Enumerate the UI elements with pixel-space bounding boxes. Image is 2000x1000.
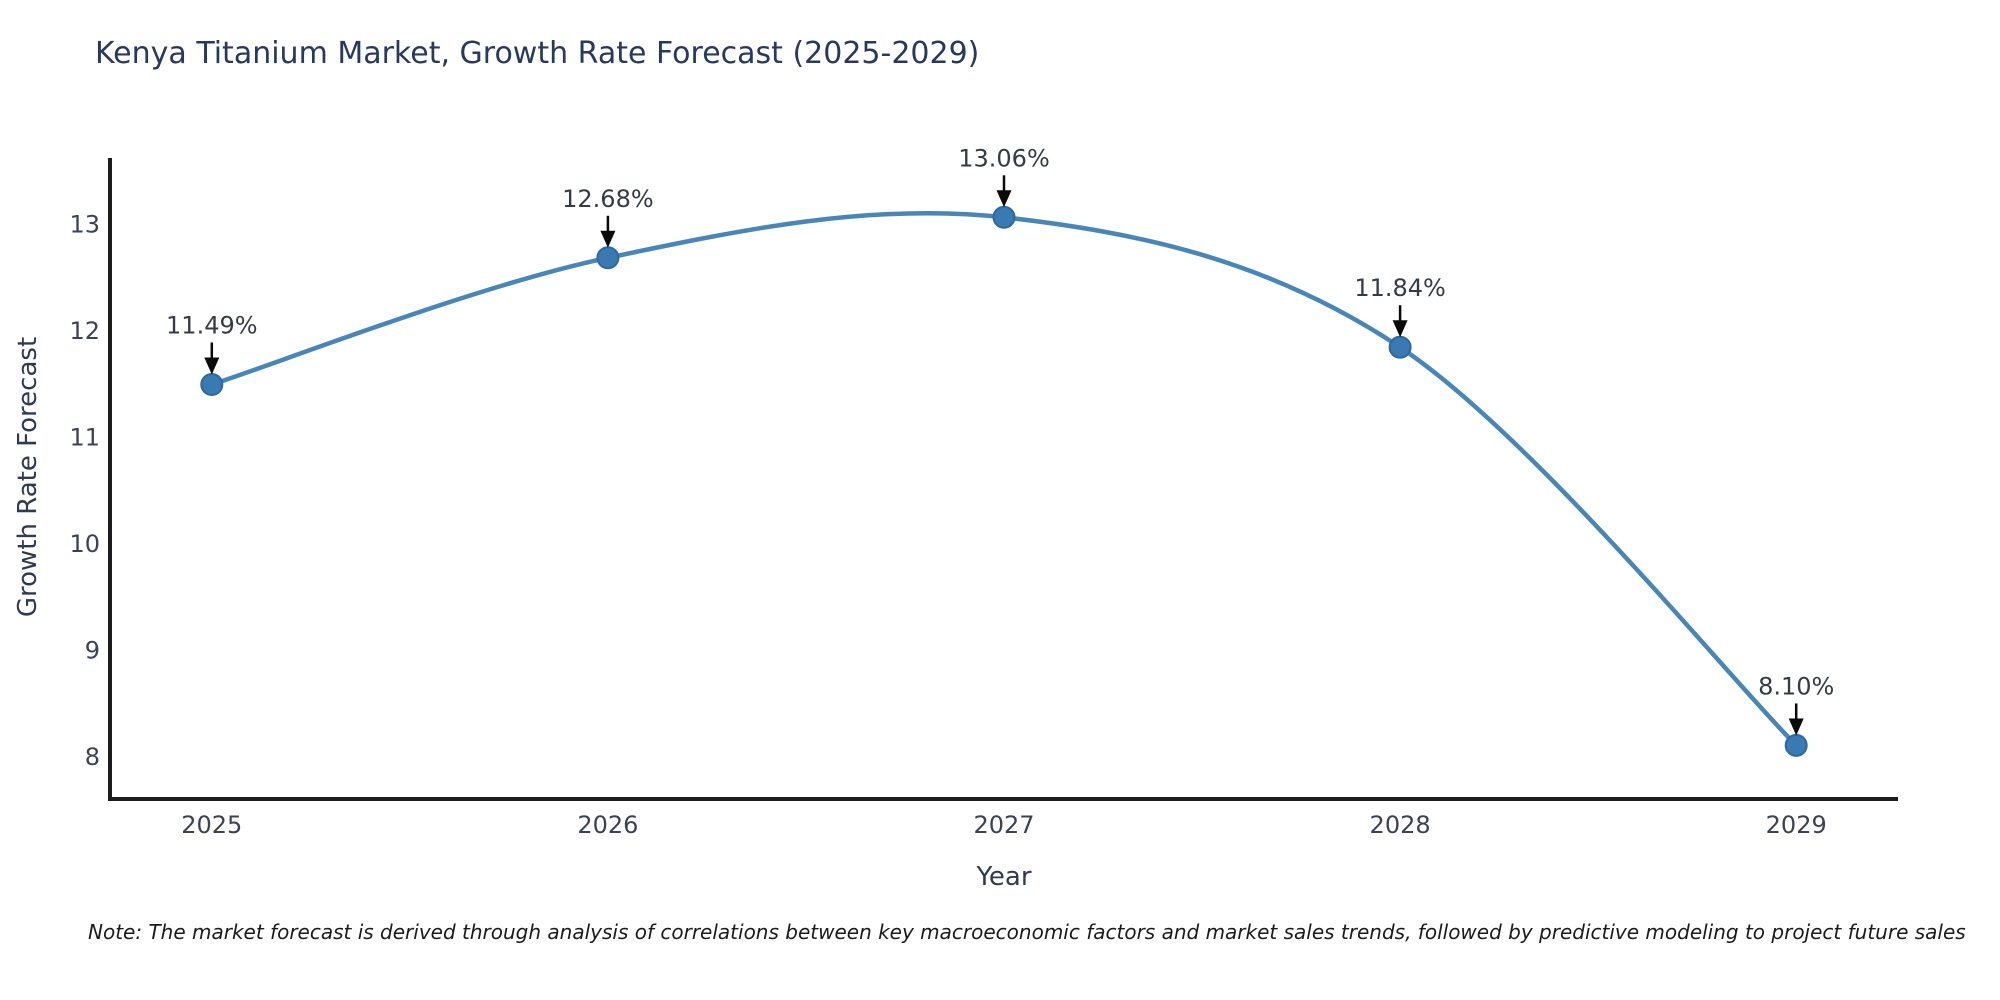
x-tick-label: 2027 [973, 811, 1034, 839]
y-tick-label: 10 [69, 530, 100, 558]
x-tick-label: 2026 [577, 811, 638, 839]
annotation-arrow-head [1788, 718, 1804, 736]
y-tick-label: 11 [69, 424, 100, 452]
x-tick-label: 2028 [1370, 811, 1431, 839]
data-point-marker [992, 205, 1016, 229]
x-axis-title: Year [976, 862, 1032, 892]
annotation-arrow-head [996, 190, 1012, 208]
data-point-marker [200, 373, 224, 396]
axis-spines [108, 158, 1898, 801]
annotation-label: 11.84% [1354, 274, 1446, 302]
y-tick-label: 12 [69, 317, 100, 345]
x-tick-label: 2029 [1766, 811, 1827, 839]
y-tick-label: 9 [85, 637, 100, 665]
chart-title: Kenya Titanium Market, Growth Rate Forec… [95, 36, 980, 71]
data-point-marker [1388, 335, 1412, 359]
annotation-arrow-head [600, 230, 616, 248]
y-tick-label: 13 [69, 211, 100, 239]
y-axis-title: Growth Rate Forecast [13, 336, 43, 618]
annotation-arrow-head [204, 357, 220, 375]
annotation-label: 8.10% [1758, 672, 1834, 700]
annotation-label: 13.06% [958, 144, 1050, 172]
data-point-marker [596, 246, 620, 270]
annotation-arrow-head [1392, 320, 1408, 338]
annotation-label: 12.68% [562, 185, 654, 213]
x-tick-label: 2025 [181, 811, 242, 839]
footnote: Note: The market forecast is derived thr… [88, 920, 1966, 944]
forecast-line [209, 210, 1799, 748]
data-point-marker [1784, 733, 1808, 757]
y-tick-label: 8 [85, 743, 100, 771]
annotation-label: 11.49% [166, 311, 258, 339]
